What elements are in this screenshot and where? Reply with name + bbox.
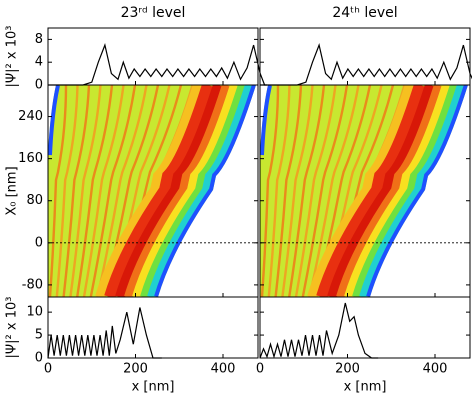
y-tick-label: 5 [35, 328, 43, 343]
heatmap-band [104, 85, 214, 297]
heatmap-stripe [55, 85, 79, 297]
curve [260, 43, 472, 86]
heatmap-stripe [48, 85, 68, 297]
y-tick-label: 0 [35, 78, 43, 93]
x-axis-label: x [nm] [344, 380, 387, 395]
heatmap-stripe [62, 85, 91, 297]
heatmap-band [132, 85, 238, 297]
y-axis-label: X₀ [nm] [5, 166, 20, 215]
y-tick-label: 8 [35, 32, 43, 47]
x-tick-label: 400 [423, 362, 448, 377]
x-tick-label: 200 [335, 362, 360, 377]
y-tick-label: 80 [26, 193, 43, 208]
panel-title: 23ʳᵈ level [121, 5, 186, 21]
y-axis-label: |Ψ|² x 10³ [5, 26, 20, 88]
y-tick-label: -80 [22, 277, 43, 292]
panel-title: 24ᵗʰ level [332, 5, 397, 21]
heatmap-band [147, 85, 253, 297]
curve [259, 302, 379, 359]
heatmap-band [115, 85, 223, 297]
y-tick-label: 0 [35, 235, 43, 250]
y-tick-label: 0 [35, 351, 43, 366]
curve [48, 43, 267, 86]
y-axis-label: |Ψ|² x 10³ [5, 297, 20, 359]
x-tick-label: 400 [211, 362, 236, 377]
x-tick-label: 0 [44, 362, 52, 377]
y-tick-label: 240 [18, 109, 43, 124]
x-axis-label: x [nm] [132, 380, 175, 395]
heatmap-band [95, 85, 203, 297]
heatmap-stripe [82, 85, 125, 297]
heatmap-stripe [96, 85, 148, 297]
x-tick-label: 0 [256, 362, 264, 377]
x-tick-label: 200 [123, 362, 148, 377]
heatmap [48, 85, 256, 297]
y-tick-label: 160 [18, 151, 43, 166]
heatmap-stripe [69, 85, 102, 297]
heatmap-stripe [89, 85, 137, 297]
y-tick-label: 4 [35, 55, 43, 70]
heatmap-stripe [76, 85, 114, 297]
heatmap-band [124, 85, 230, 297]
y-tick-label: 10 [26, 305, 43, 320]
curve [47, 307, 162, 359]
heatmap-copy [252, 85, 472, 297]
panel-frame [259, 296, 471, 359]
heatmap-band [140, 85, 246, 297]
heatmap-edge [95, 85, 256, 297]
